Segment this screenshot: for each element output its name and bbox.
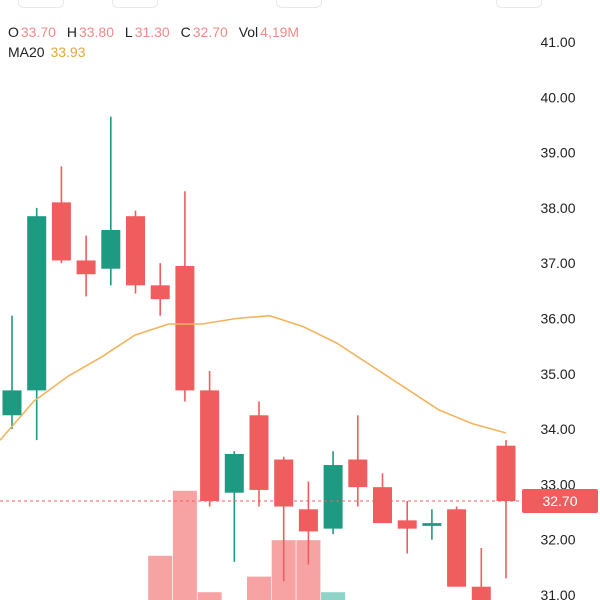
candle xyxy=(2,315,22,430)
price-axis: 31.00 32.00 33.00 34.00 35.00 36.00 37.00 38.00… xyxy=(540,34,575,600)
y-tick-label: 39.00 xyxy=(540,145,575,161)
candle-body xyxy=(422,523,442,526)
volume-bar xyxy=(197,592,222,600)
volume-bar xyxy=(247,576,271,600)
candle-body xyxy=(397,520,417,529)
candle xyxy=(397,500,417,554)
y-tick-label: 40.00 xyxy=(540,89,575,105)
candle xyxy=(224,451,244,562)
high-value: 33.80 xyxy=(78,24,114,40)
candle-body xyxy=(298,509,318,532)
y-tick-label: 35.00 xyxy=(540,366,575,382)
low-label: L xyxy=(124,24,133,40)
candle xyxy=(175,191,195,402)
open-value: 33.70 xyxy=(20,24,56,40)
candle xyxy=(447,506,467,587)
candle xyxy=(274,456,294,582)
current-price-tag: 32.70 xyxy=(522,489,598,513)
toolbar-button[interactable] xyxy=(112,0,158,8)
y-tick-label: 38.00 xyxy=(540,200,575,216)
low-value: 31.30 xyxy=(134,24,170,40)
ma-label: MA20 xyxy=(8,44,45,60)
candle-body xyxy=(126,216,145,286)
candle xyxy=(200,371,220,507)
candle-body xyxy=(76,260,96,275)
candle-body xyxy=(249,415,269,490)
candle-body xyxy=(101,230,121,269)
candle-body xyxy=(150,285,170,300)
y-tick-label: 37.00 xyxy=(540,255,575,271)
candle-body xyxy=(373,487,392,524)
y-tick-label: 36.00 xyxy=(540,311,575,327)
candle-body xyxy=(348,459,368,488)
close-label: C xyxy=(180,24,191,40)
candle-body xyxy=(447,509,467,587)
ma20-line-group xyxy=(0,314,507,441)
toolbar-button[interactable] xyxy=(276,0,322,8)
ma20-line xyxy=(0,314,507,441)
y-tick-label: 32.00 xyxy=(540,532,575,548)
volume-bar xyxy=(148,555,173,600)
toolbar-button[interactable] xyxy=(496,0,542,8)
volume-bar xyxy=(321,592,346,600)
candle xyxy=(323,451,343,535)
candle-body xyxy=(224,453,244,493)
candle xyxy=(101,116,121,286)
candle-body xyxy=(51,202,71,261)
candle-body xyxy=(200,390,220,501)
high-label: H xyxy=(66,24,77,40)
candle xyxy=(51,166,71,264)
candle-body xyxy=(471,586,491,600)
candles xyxy=(2,116,516,600)
candle xyxy=(348,415,368,507)
candle-body xyxy=(323,465,343,529)
candle xyxy=(249,401,269,507)
candle xyxy=(76,235,96,297)
candle-body xyxy=(274,459,294,507)
candle xyxy=(373,473,392,524)
candle-body xyxy=(496,445,516,501)
candle xyxy=(126,210,145,294)
volume-bars xyxy=(148,490,346,600)
top-toolbar xyxy=(0,0,600,14)
ma-row: MA20 33.93 xyxy=(8,42,306,62)
ohlc-legend: O 33.70 H 33.80 L 31.30 C 32.70 Vol 4,19M MA2… xyxy=(8,22,306,62)
volume-label: Vol xyxy=(238,24,259,40)
volume-bar xyxy=(172,490,197,600)
candle-body xyxy=(2,390,22,416)
y-tick-label: 31.00 xyxy=(540,587,575,600)
close-value: 32.70 xyxy=(192,24,228,40)
candle xyxy=(27,207,47,441)
volume-value: 4,19M xyxy=(260,24,300,40)
y-tick-label: 34.00 xyxy=(540,421,575,437)
toolbar-button[interactable] xyxy=(18,0,64,8)
candle xyxy=(150,263,170,316)
candle xyxy=(471,547,491,600)
candle xyxy=(422,509,442,540)
candle xyxy=(298,481,318,565)
candle-body xyxy=(27,216,47,391)
open-label: O xyxy=(8,24,19,40)
y-tick-label: 33.00 xyxy=(540,476,575,492)
ohlc-row: O 33.70 H 33.80 L 31.30 C 32.70 Vol 4,19M xyxy=(8,22,306,42)
candle xyxy=(496,440,516,579)
y-tick-label: 41.00 xyxy=(540,34,575,50)
candle-body xyxy=(175,265,195,391)
ma-value: 33.93 xyxy=(50,44,86,60)
